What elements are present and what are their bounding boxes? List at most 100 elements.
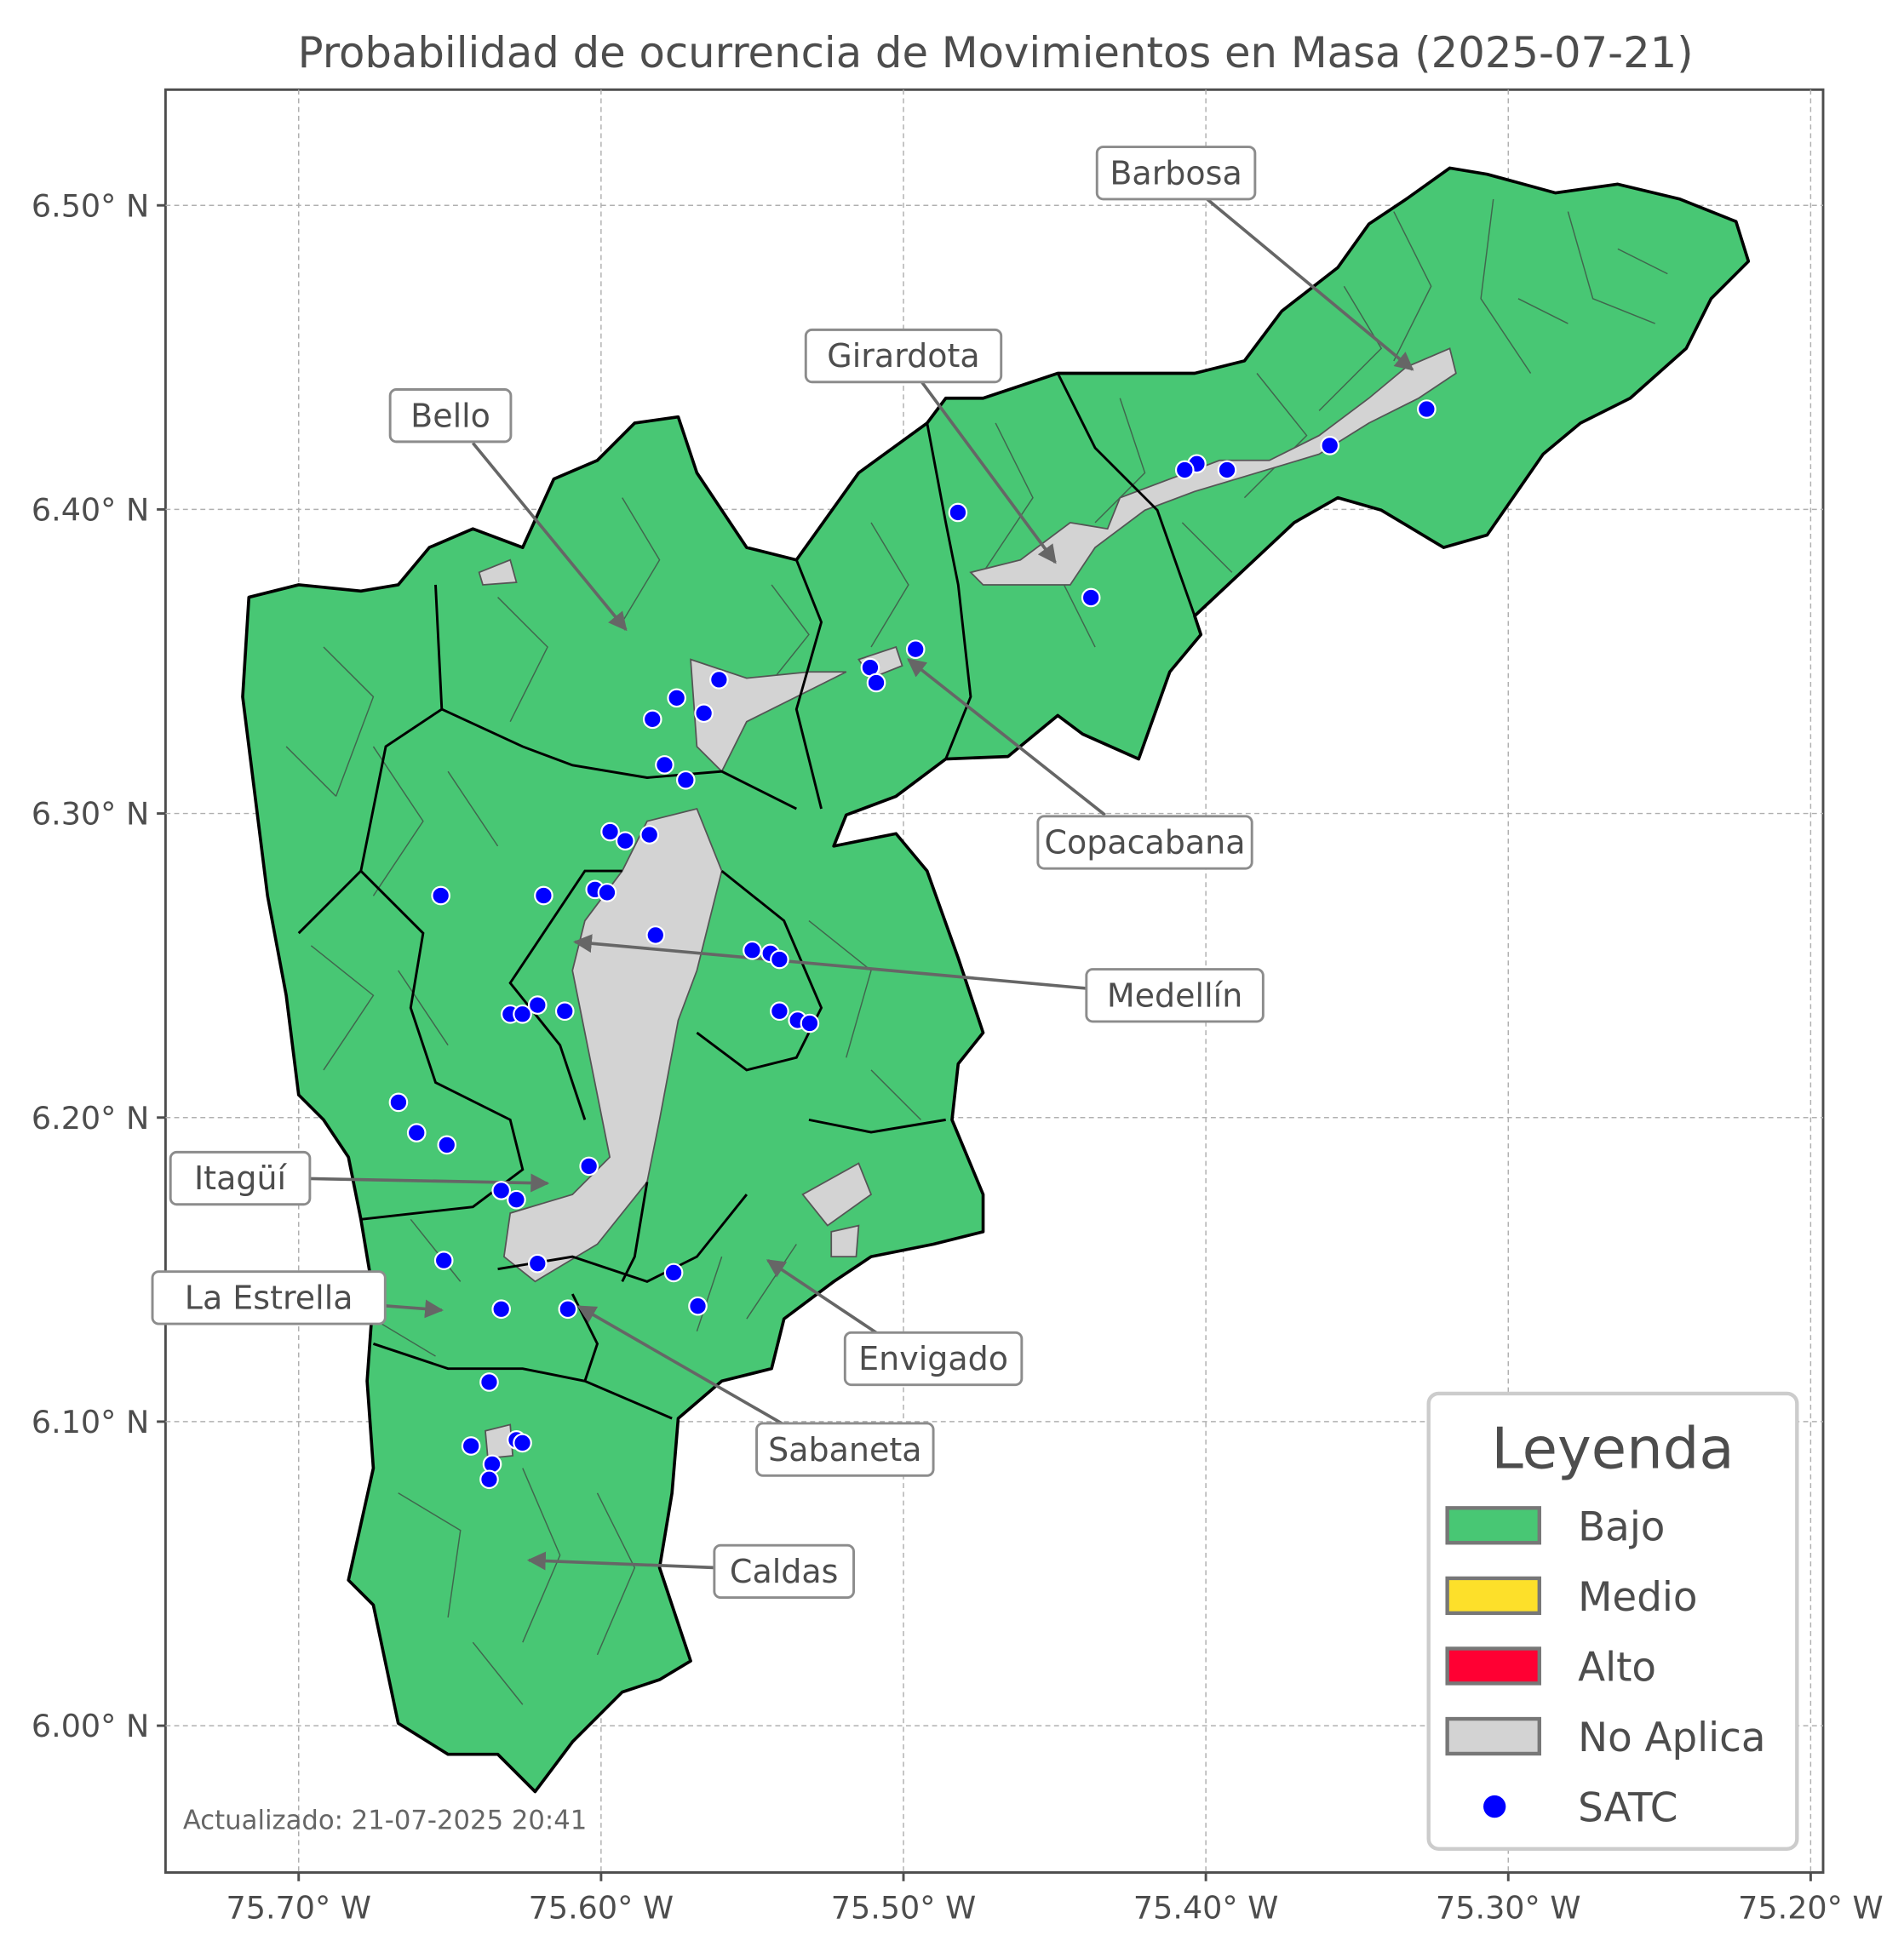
x-tick-label: 75.60° W [529,1890,674,1927]
satc-point [667,688,686,708]
satc-point [461,1436,481,1456]
updated-note: Actualizado: 21-07-2025 20:41 [183,1806,587,1835]
satc-point [597,883,617,902]
annotation-medell-n: Medellín [573,934,1265,1023]
satc-point [655,755,674,775]
satc-point [1174,460,1195,480]
annotation-bello: Bello [388,388,628,632]
region-bajo [241,166,1751,1794]
satc-point [513,1004,532,1024]
annotation-label: Barbosa [1110,154,1242,192]
urban-north-valley [969,347,1457,586]
annotation-box [804,328,1003,384]
annotation-arrow [907,658,1106,816]
annotation-sabaneta: Sabaneta [576,1305,935,1477]
legend-label: SATC [1578,1786,1677,1832]
x-tick-label: 75.30° W [1436,1890,1581,1927]
vereda-boundaries [285,198,1668,1705]
annotation-box [755,1422,935,1477]
annotation-box [1085,968,1265,1023]
y-tick-label: 6.00° N [32,1708,149,1744]
x-tick-label: 75.40° W [1133,1890,1279,1927]
satc-point [534,885,553,906]
satc-point [688,1296,708,1316]
annotation-copacabana: Copacabana [907,658,1253,870]
annotation-box [713,1543,856,1600]
legend-swatch [1445,1576,1541,1616]
satc-point [770,949,789,970]
annotation-box [843,1331,1024,1387]
annotation-label: Bello [410,397,490,434]
legend-swatch [1445,1716,1541,1756]
annotation-arrow [919,380,1057,564]
legend-marker [1483,1795,1506,1818]
annotation-barbosa: Barbosa [1095,146,1414,371]
satc-point [1081,587,1101,608]
annotation-label: Girardota [827,337,979,375]
satc-point [491,1181,512,1200]
no-aplica-areas [478,347,1457,1459]
satc-point [431,885,450,906]
urban-envigado-rural [801,1162,873,1227]
annotation-box [1095,146,1257,201]
y-tick-label: 6.50° N [32,187,149,224]
legend-item-medio: Medio [1445,1575,1697,1621]
satc-point [479,1372,499,1392]
y-tick-label: 6.30° N [32,796,149,833]
satc-point [579,1156,599,1177]
legend: Leyenda Bajo Medio Alto No Aplica SATC [1426,1391,1799,1851]
satc-point [513,1433,532,1453]
y-tick-label: 6.40° N [32,492,149,529]
annotation-box [169,1150,312,1206]
satc-points [388,399,1437,1490]
satc-point [709,670,729,690]
satc-point [800,1013,820,1033]
annotation-box [151,1270,387,1325]
municipality-annotations: Barbosa Girardota Bello Copacabana Medellín I… [151,146,1414,1600]
y-tick-label: 6.10° N [32,1404,149,1440]
satc-point [615,831,635,851]
annotation-box [388,388,513,444]
satc-point [1217,460,1237,480]
annotation-label: Sabaneta [768,1431,921,1469]
satc-point [554,1001,575,1022]
region-map [241,166,1751,1794]
annotation-caldas: Caldas [526,1543,856,1600]
legend-label: Medio [1578,1575,1697,1621]
annotation-arrow [1206,198,1414,371]
satc-point [770,1001,789,1022]
annotation-label: Medellín [1107,976,1242,1014]
annotation-arrow [471,442,628,632]
satc-point [905,639,926,660]
satc-point [388,1092,409,1113]
annotation-la-estrella: La Estrella [151,1270,444,1325]
annotation-arrow [766,1258,885,1339]
satc-point [645,925,666,945]
satc-point [558,1299,578,1320]
legend-item-bajo: Bajo [1445,1504,1665,1550]
satc-point [694,703,714,724]
urban-envigado-south [830,1224,860,1258]
satc-point [479,1469,499,1490]
annotation-arrow [526,1551,716,1571]
annotation-label: Copacabana [1044,824,1245,862]
legend-swatch [1445,1646,1541,1686]
annotation-box [1036,815,1253,870]
axis-ticks: 75.70° W 75.60° W 75.50° W 75.40° W 75.30° W… [32,187,1884,1926]
annotation-itag-: Itagüí [169,1150,550,1206]
annotation-label: Itagüí [194,1159,288,1197]
legend-swatch [1445,1506,1541,1545]
satc-point [675,770,696,790]
annotation-envigado: Envigado [766,1258,1024,1387]
legend-label: Alto [1578,1645,1656,1691]
urban-bello [690,658,847,773]
satc-point [507,1189,526,1210]
satc-point [948,502,968,523]
satc-point [437,1135,457,1155]
x-tick-label: 75.20° W [1738,1890,1884,1927]
annotation-label: Caldas [730,1553,839,1590]
satc-point [406,1123,427,1142]
urban-caldas [485,1423,514,1459]
legend-label: Bajo [1578,1504,1665,1550]
